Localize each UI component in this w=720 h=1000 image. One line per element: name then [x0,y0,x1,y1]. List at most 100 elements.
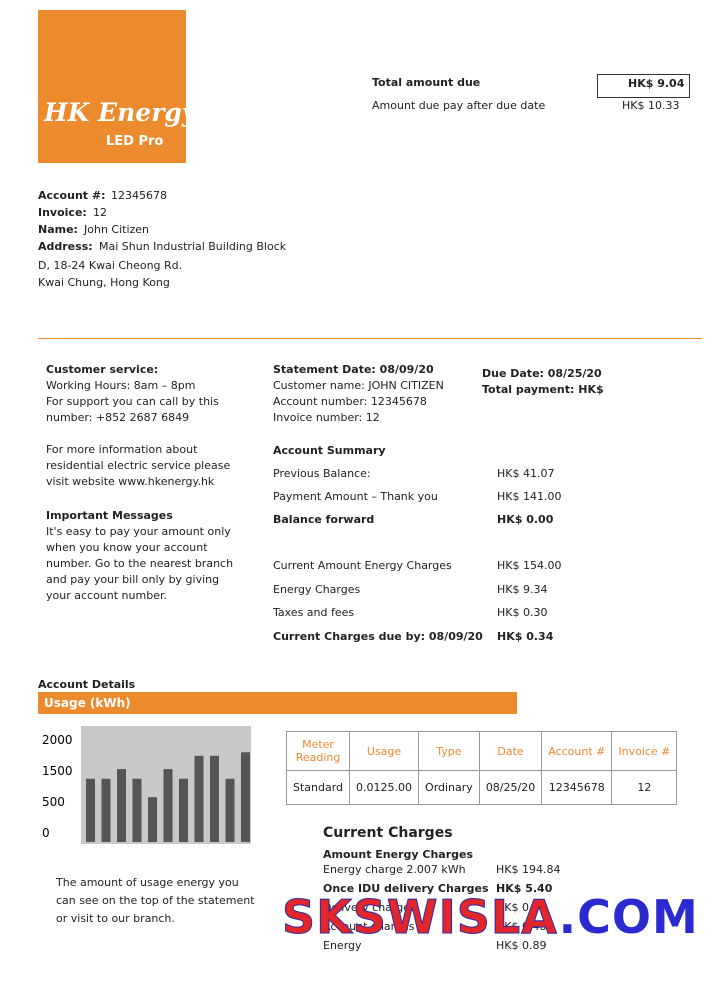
summary-value: HK$ 41.07 [497,467,555,480]
header-cell: Meter Reading [285,731,351,771]
due-date: Due Date: 08/25/20 [482,367,602,380]
divider [38,338,702,339]
statement-line: Customer name: JOHN CITIZEN [273,379,444,392]
summary-value: HK$ 141.00 [497,490,562,503]
watermark: SKSWISLA.COM [282,890,699,945]
header-cell: Type [418,731,480,771]
summary-label: Balance forward [273,513,375,526]
charge-value: HK$ 0.48 [496,920,547,933]
account-value: 12345678 [111,189,167,202]
usage-bar [163,769,173,842]
row: Standard 0.0125.00 Ordinary 08/25/20 1234567… [285,770,678,805]
account-value: Mai Shun Industrial Building Block [99,240,287,253]
watermark-suffix: .COM [558,890,699,944]
charge-label: Account charges [323,920,415,933]
cell: 12345678 [541,770,613,805]
summary-value: HK$ 0.34 [497,630,554,643]
address-line: D, 18-24 Kwai Cheong Rd. [38,259,183,272]
message-line: number. Go to the nearest branch [46,557,234,570]
cs-line: Working Hours: 8am – 8pm [46,379,196,392]
account-value: John Citizen [84,223,150,236]
usage-bar [117,769,126,842]
charge-value: HK$ 5.40 [496,882,553,895]
logo: HK Energy LED Pro [38,10,196,163]
account-label: Name: [38,223,78,236]
total-due-label: Total amount due [372,76,481,89]
total-payment: Total payment: HK$ [482,383,604,396]
logo-tag: LED Pro [106,134,164,149]
summary-label: Previous Balance: [273,467,371,480]
cell: Ordinary [418,770,480,805]
charge-value: HK$ 0.48 [496,901,547,914]
statement-line: Account number: 12345678 [273,395,427,408]
header-row: Meter Reading Usage Type Date Account # Invoi… [285,731,678,771]
cs-heading: Customer service: [46,363,159,376]
cs-line: For support you can call by this [46,395,219,408]
usage-bar [194,755,204,842]
cell: 08/25/20 [478,770,543,805]
summary-label: Current Amount Energy Charges [273,559,452,572]
cell: Standard [285,770,351,805]
after-due: HK$ 10.33 [622,99,680,112]
header-cell: Account # [541,731,613,771]
summary-label: Energy Charges [273,583,361,596]
axis-label: 500 [42,795,65,809]
message-line: and pay your bill only by giving [46,573,220,586]
usage-bar: Usage (kWh) [38,692,517,714]
header-cell: Usage [349,731,420,771]
address-line: Kwai Chung, Hong Kong [38,276,170,289]
summary-value: HK$ 0.30 [497,606,548,619]
axis-label: 1500 [42,764,73,778]
logo-name: HK Energy [44,98,197,127]
message-line: your account number. [46,589,167,602]
after-due-label: Amount due pay after due date [372,99,546,112]
total-due-box [597,74,690,98]
statement-date: Statement Date: 08/09/20 [273,363,434,376]
account-label: Account #: [38,189,106,202]
caption-line: can see on the top of the statement [56,894,255,907]
message-line: when you know your account [46,541,208,554]
account-label: Address: [38,240,93,253]
summary-label: Payment Amount – Thank you [273,490,438,503]
header-cell: Invoice # [611,731,678,771]
total-due: HK$ 9.04 [628,77,685,90]
charge-value: HK$ 194.84 [496,863,561,876]
current-charges-subtitle: Amount Energy Charges [323,848,474,861]
header-cell: Date [478,731,543,771]
statement-line: Invoice number: 12 [273,411,380,424]
cell: 12 [611,770,678,805]
charge-label: Once IDU delivery Charges [323,882,489,895]
usage-bar [148,797,157,842]
cs-line: number: +852 2687 6849 [46,411,190,424]
watermark-name: SKSWISLA [282,890,559,945]
usage-bar [225,778,235,842]
axis-label: 0 [42,826,50,840]
charge-value: HK$ 0.89 [496,939,547,952]
details-title: Account Details [38,678,136,691]
caption-line: The amount of usage energy you [56,876,239,889]
charge-label: Delivery charges [323,901,416,914]
usage-bar [132,778,142,842]
usage-bar [241,752,250,842]
account-value: 12 [93,206,107,219]
current-charges-title: Current Charges [323,825,453,841]
messages-heading: Important Messages [46,509,173,522]
message-line: It's easy to pay your amount only [46,525,231,538]
summary-value: HK$ 9.34 [497,583,548,596]
info-line: For more information about [46,443,198,456]
usage-bar [101,778,111,842]
usage-bar [179,778,188,842]
usage-chart: 2000 1500 500 0 [42,726,251,844]
meter-table: Meter Reading Usage Type Date Account # Invoi… [285,731,678,805]
account-label: Invoice: [38,206,87,219]
usage-bar [86,778,95,842]
summary-label: Current Charges due by: 08/09/20 [273,630,483,643]
axis-label: 2000 [42,733,73,747]
usage-bar [210,755,219,842]
info-line: residential electric service please [46,459,231,472]
summary-title: Account Summary [273,444,386,457]
summary-value: HK$ 0.00 [497,513,554,526]
caption-line: or visit to our branch. [56,912,175,925]
charge-label: Energy [323,939,362,952]
